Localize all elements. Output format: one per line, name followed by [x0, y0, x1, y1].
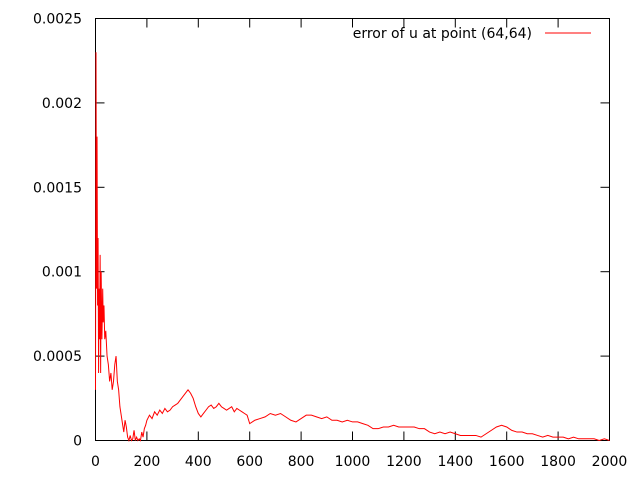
x-tick-label: 400 [185, 454, 212, 470]
x-tick-label: 200 [134, 454, 161, 470]
y-tick-label: 0 [73, 434, 82, 450]
x-tick-label: 1800 [540, 454, 576, 470]
x-tick-label: 800 [288, 454, 315, 470]
y-axis: 0 0.0005 0.001 0.0015 0.002 0.0025 [33, 12, 610, 450]
y-tick-label: 0.002 [42, 96, 82, 112]
legend-label: error of u at point (64,64) [353, 26, 532, 42]
y-tick-label: 0.0005 [33, 349, 82, 365]
x-tick-label: 1200 [386, 454, 422, 470]
x-tick-label: 600 [236, 454, 263, 470]
y-tick-label: 0.0015 [33, 180, 82, 196]
x-tick-label: 1000 [335, 454, 371, 470]
y-tick-label: 0.001 [42, 265, 82, 281]
x-axis: 0 200 400 600 800 1000 1200 1400 1600 1800 2000 [91, 18, 628, 470]
legend: error of u at point (64,64) [353, 26, 591, 42]
series-line-error-of-u [95, 52, 610, 443]
x-tick-label: 2000 [592, 454, 628, 470]
x-tick-label: 1600 [489, 454, 525, 470]
x-tick-label: 0 [91, 454, 100, 470]
plot-frame [95, 18, 610, 441]
y-tick-label: 0.0025 [33, 12, 82, 28]
x-tick-label: 1400 [437, 454, 473, 470]
